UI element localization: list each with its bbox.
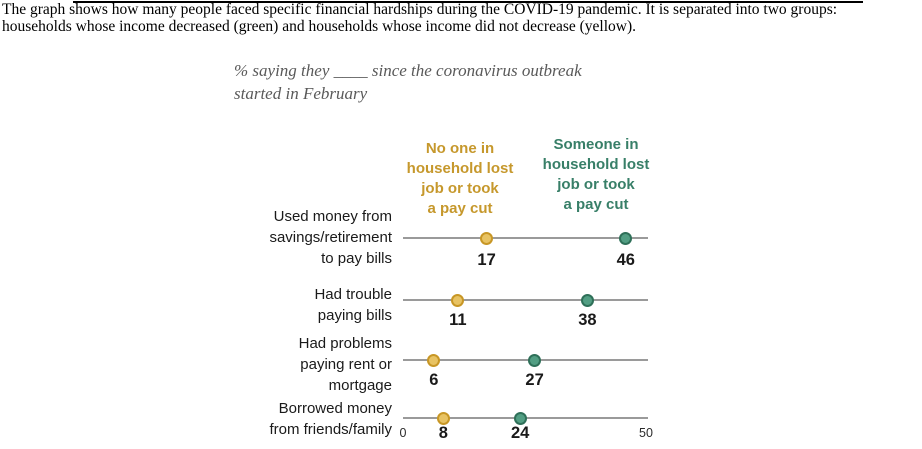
legend-no-loss-line: a pay cut [427, 200, 493, 217]
legend-loss-line: job or took [557, 176, 635, 193]
description-line-1: The graph shows how many people faced sp… [2, 1, 838, 18]
value-loss: 46 [616, 251, 635, 269]
dot-no-loss [480, 231, 494, 245]
value-no-loss: 17 [477, 251, 496, 269]
chart-subtitle: % saying they ____ since the coronavirus… [234, 59, 654, 105]
dot-no-loss [427, 353, 441, 367]
dot-loss [619, 231, 633, 245]
legend-loss-line: Someone in [553, 136, 639, 153]
category-label-line: from friends/family [269, 421, 392, 438]
value-no-loss: 6 [429, 371, 439, 389]
category-label: Used money from savings/retirement to pa… [150, 206, 392, 269]
dot-loss [513, 411, 527, 425]
axis-min-label: 0 [399, 426, 407, 440]
dot-loss [580, 293, 594, 307]
category-label: Borrowed money from friends/family [150, 398, 392, 440]
category-label-line: mortgage [328, 377, 392, 394]
legend-group-loss: Someone in household lost job or took a … [532, 135, 660, 215]
category-label-line: Had trouble [314, 286, 392, 303]
dot-loss [528, 353, 542, 367]
category-label-line: paying rent or [300, 356, 392, 373]
category-label-line: paying bills [317, 307, 392, 324]
clipped-text-underline [73, 1, 863, 3]
description-line-2: households whose income decreased (green… [2, 17, 637, 35]
category-label-line: savings/retirement [269, 229, 392, 246]
category-label-line: Had problems [298, 335, 392, 352]
value-no-loss: 11 [449, 311, 467, 329]
value-no-loss: 8 [438, 424, 448, 442]
page-description: The graph shows how many people faced sp… [2, 1, 920, 35]
legend-no-loss-line: job or took [421, 180, 499, 197]
row-baseline [403, 359, 648, 361]
chart-subtitle-line-1: % saying they ____ since the coronavirus… [234, 61, 582, 80]
value-loss: 38 [578, 311, 597, 329]
row-baseline [403, 237, 648, 239]
category-label-line: to pay bills [321, 250, 392, 267]
row-baseline [403, 299, 648, 301]
legend-loss-line: household lost [542, 156, 650, 173]
category-label-line: Used money from [273, 208, 392, 225]
category-label: Had trouble paying bills [150, 284, 392, 326]
legend-no-loss-line: No one in [425, 140, 495, 157]
value-loss: 27 [525, 371, 544, 389]
category-label-line: Borrowed money [278, 400, 392, 417]
legend-group-no-loss: No one in household lost job or took a p… [398, 139, 522, 219]
dot-no-loss [436, 411, 450, 425]
chart-subtitle-line-2: started in February [234, 84, 368, 103]
axis-max-label: 50 [639, 426, 653, 440]
legend-loss-line: a pay cut [563, 196, 629, 213]
value-loss: 24 [511, 424, 530, 442]
legend-no-loss-line: household lost [406, 160, 514, 177]
dot-no-loss [451, 293, 465, 307]
category-label: Had problems paying rent or mortgage [150, 333, 392, 396]
